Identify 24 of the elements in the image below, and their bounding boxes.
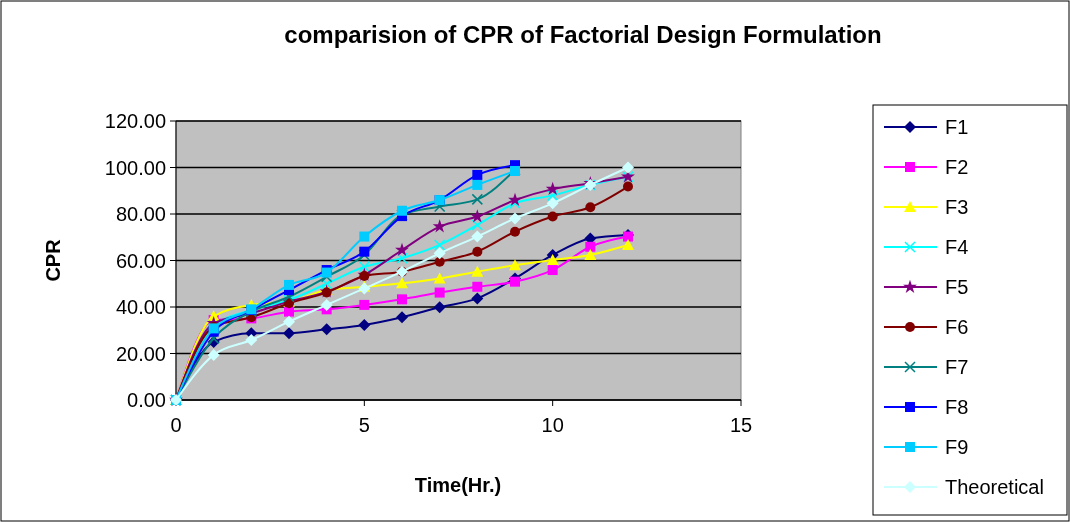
legend-label: F7 [945,356,969,378]
legend-label: F2 [945,156,969,178]
y-tick-label: 40.00 [115,296,166,318]
x-tick-label: 0 [170,414,182,436]
x-tick-label: 5 [358,414,370,436]
y-tick-label: 100.00 [104,156,166,179]
y-tick-label: 120.00 [104,110,166,132]
y-axis-title: CPR [42,238,64,282]
x-tick-label: 15 [729,414,753,436]
legend-label: F9 [945,436,969,458]
legend-label: F3 [945,196,969,218]
chart-title: comparision of CPR of Factorial Design Formulation [284,21,882,48]
legend-label: Theoretical [945,476,1044,498]
legend-label: F6 [945,316,969,338]
legend-label: F4 [945,236,969,258]
y-tick-label: 60.00 [115,249,166,272]
legend-label: F5 [945,276,969,298]
x-axis-title: Time(Hr.) [414,474,502,496]
y-tick-label: 0.00 [127,389,166,411]
x-tick-label: 10 [541,414,564,436]
y-tick-label: 20.00 [115,342,166,365]
legend-label: F1 [945,116,969,138]
legend-label: F8 [945,396,969,418]
y-tick-label: 80.00 [115,203,166,225]
